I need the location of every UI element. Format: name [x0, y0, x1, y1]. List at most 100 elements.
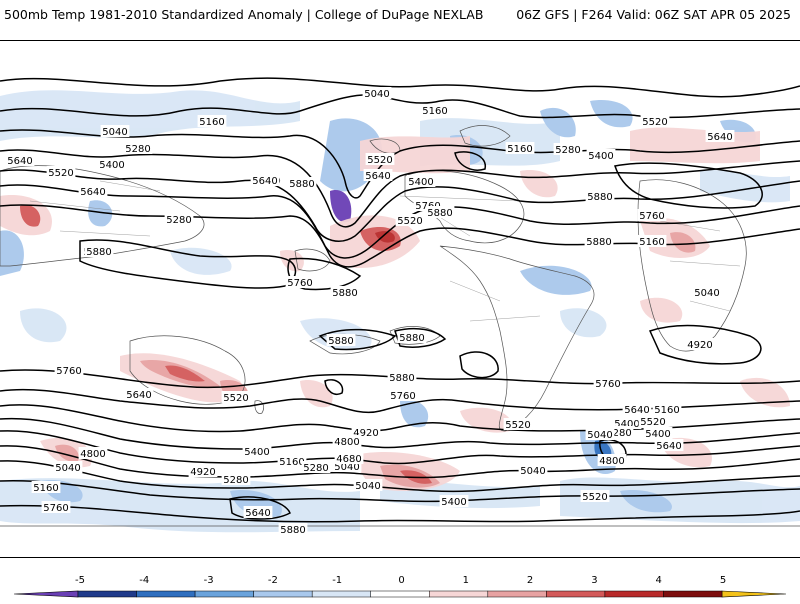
contour-label: 5280: [606, 428, 631, 439]
colorbar-tick-label: 3: [591, 575, 597, 586]
contour-label: 5520: [642, 117, 667, 128]
contour-label-background: [53, 461, 83, 473]
contour-label: 4800: [599, 456, 624, 467]
contour-label: 4680: [336, 454, 361, 465]
contour-label-background: [353, 479, 383, 491]
contour-label-background: [503, 418, 533, 430]
colorbar-tick-label: -2: [268, 575, 278, 586]
contour-label-background: [332, 435, 362, 447]
colorbar-segment: [370, 590, 430, 598]
contour-label: 5640: [126, 390, 151, 401]
contour-label: 5040: [520, 466, 545, 477]
contour-label: 5760: [595, 379, 620, 390]
contour-label: 5040: [355, 481, 380, 492]
contour-label-background: [637, 209, 667, 221]
contour-label: 5520: [640, 417, 665, 428]
contour-label-background: [330, 286, 360, 298]
contour-label-background: [5, 154, 35, 166]
contour-label: 5040: [55, 463, 80, 474]
contour-label: 5520: [582, 492, 607, 503]
colorbar-tick-label: -3: [204, 575, 214, 586]
contour-label-background: [518, 464, 548, 476]
model-run-info: 06Z GFS | F264 Valid: 06Z SAT APR 05 202…: [516, 7, 791, 22]
anomaly-map: 5040516050405160528054005520564052805400…: [0, 41, 800, 557]
contour-label-background: [326, 334, 356, 346]
contour-label-background: [387, 371, 417, 383]
contour-label-background: [301, 461, 331, 473]
contour-label: 5880: [332, 288, 357, 299]
contour-label-background: [277, 455, 307, 467]
colorbar-tick-label: 4: [656, 575, 662, 586]
contour-label: 5160: [199, 117, 224, 128]
colorbar-segment: [311, 590, 371, 598]
contour-label-background: [41, 501, 71, 513]
contour-label-background: [643, 427, 673, 439]
contour-label-background: [123, 142, 153, 154]
colorbar-max-extension: [721, 590, 787, 598]
contour-label: 5400: [99, 160, 124, 171]
contour-label-background: [285, 276, 315, 288]
contour-label-background: [685, 338, 715, 350]
colorbar-tick-label: 2: [527, 575, 533, 586]
contour-label-background: [164, 213, 194, 225]
contour-label-background: [365, 153, 395, 165]
contour-label: 5160: [654, 405, 679, 416]
colorbar-segment: [136, 590, 196, 598]
contour-label: 5880: [586, 237, 611, 248]
contour-label: 5760: [390, 391, 415, 402]
colorbar-segment: [487, 590, 547, 598]
contour-label-background: [638, 415, 668, 427]
contour-label-background: [287, 177, 317, 189]
contour-label: 5280: [125, 144, 150, 155]
contour-label-background: [46, 166, 76, 178]
contour-label: 5640: [656, 441, 681, 452]
contour-label-background: [597, 454, 627, 466]
contour-label-background: [593, 377, 623, 389]
contour-label: 5760: [43, 503, 68, 514]
chart-title: 500mb Temp 1981-2010 Standardized Anomal…: [4, 7, 484, 22]
contour-label: 5040: [364, 89, 389, 100]
colorbar-segment: [546, 590, 606, 598]
colorbar-segment: [194, 590, 254, 598]
contour-label: 5760: [287, 278, 312, 289]
contour-label: 5160: [279, 457, 304, 468]
contour-label-background: [585, 428, 615, 440]
colorbar-segment: [77, 590, 137, 598]
contour-label: 5040: [694, 288, 719, 299]
contour-label-background: [652, 403, 682, 415]
contour-label: 5520: [397, 216, 422, 227]
contour-label: 5880: [427, 208, 452, 219]
contour-label-background: [388, 389, 418, 401]
contour-label-background: [334, 452, 364, 464]
contour-label: 5640: [624, 405, 649, 416]
contour-label: 5520: [223, 393, 248, 404]
colorbar: -5 -4 -3 -2 -1 0 1 2 3 4 5: [0, 560, 800, 600]
contour-label: 5280: [166, 215, 191, 226]
colorbar-min-extension: [13, 590, 79, 598]
contour-label-background: [395, 214, 425, 226]
contour-label-background: [78, 447, 108, 459]
contour-label-background: [250, 174, 280, 186]
contour-label: 5640: [7, 156, 32, 167]
contour-label-background: [705, 130, 735, 142]
contour-label: 4920: [190, 467, 215, 478]
contour-label-background: [31, 481, 61, 493]
contour-label-background: [406, 175, 436, 187]
colorbar-tick-label: -4: [139, 575, 149, 586]
contour-label-background: [640, 115, 670, 127]
contour-label: 5520: [505, 420, 530, 431]
map-frame: 5040516050405160528054005520564052805400…: [0, 40, 800, 558]
contour-label-background: [622, 403, 652, 415]
contour-label-background: [188, 465, 218, 477]
contour-label: 5160: [33, 483, 58, 494]
contour-label: 5520: [48, 168, 73, 179]
contour-label: 4800: [334, 437, 359, 448]
contour-label: 5880: [280, 525, 305, 536]
contour-label: 5400: [645, 429, 670, 440]
contour-label: 5280: [555, 145, 580, 156]
contour-label: 4800: [80, 449, 105, 460]
contour-label-background: [100, 125, 130, 137]
contour-label-background: [363, 169, 393, 181]
colorbar-tick-label: 0: [398, 575, 404, 586]
contour-label: 5400: [244, 447, 269, 458]
